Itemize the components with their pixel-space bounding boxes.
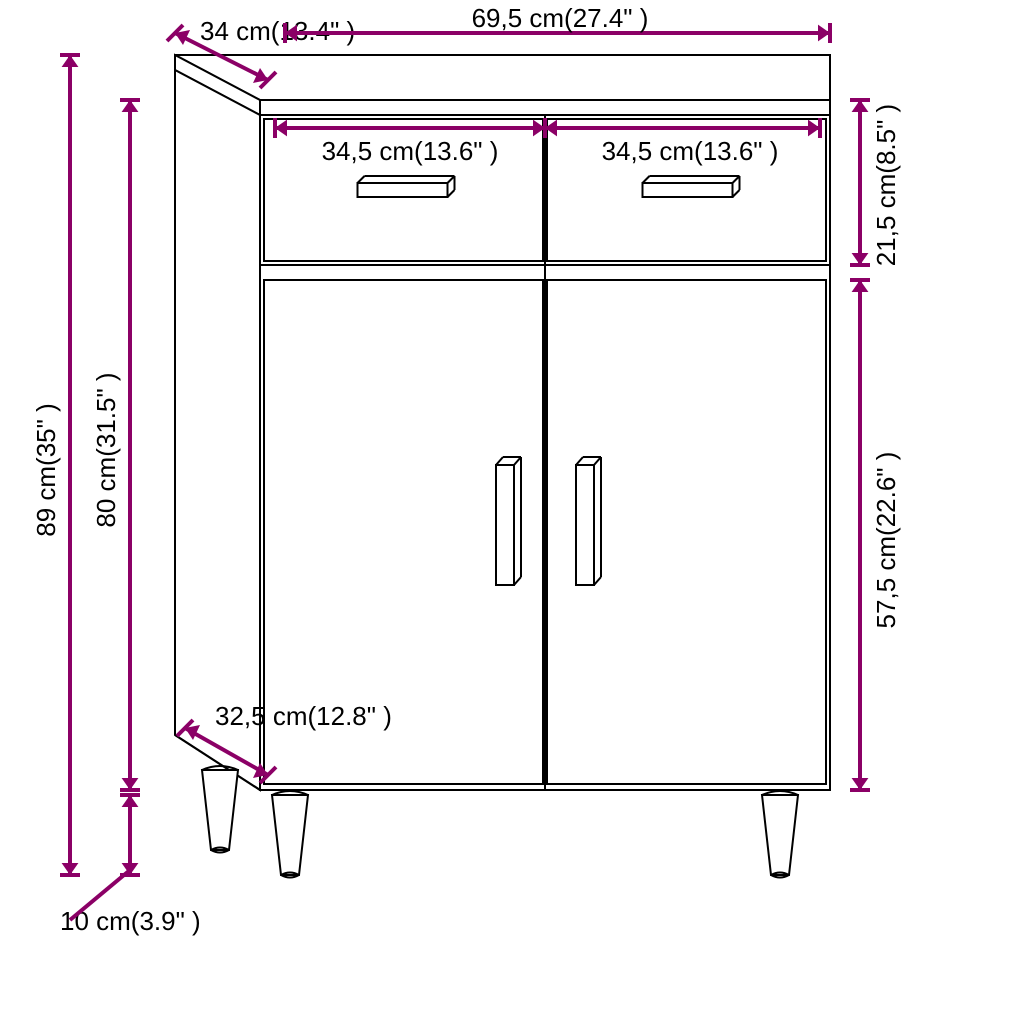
dim-drawer-right: 34,5 cm(13.6" ): [602, 136, 779, 166]
dim-drawer-height: 21,5 cm(8.5" ): [871, 104, 901, 266]
dim-door-height: 57,5 cm(22.6" ): [871, 452, 901, 629]
dim-drawer-left: 34,5 cm(13.6" ): [322, 136, 499, 166]
dim-width-top: 69,5 cm(27.4" ): [472, 3, 649, 33]
cabinet-drawing: [175, 55, 830, 878]
dim-body-height: 80 cm(31.5" ): [91, 372, 121, 527]
dim-overall-height: 89 cm(35" ): [31, 403, 61, 537]
dim-side-depth: 32,5 cm(12.8" ): [215, 701, 392, 731]
